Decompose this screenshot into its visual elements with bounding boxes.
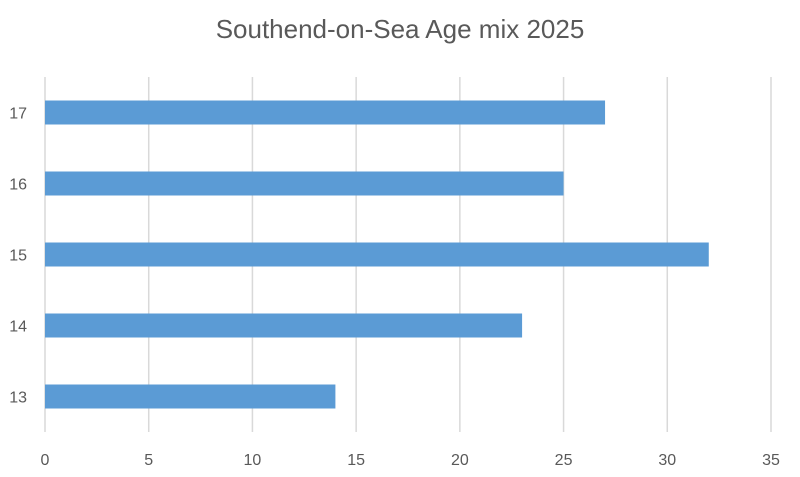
category-labels: 13 14 15 16 17: [9, 106, 27, 407]
x-tick-label: 15: [347, 452, 365, 469]
bar-17: [45, 100, 606, 125]
category-label: 16: [9, 177, 27, 194]
category-label: 14: [9, 319, 27, 336]
x-tick-label: 5: [144, 452, 153, 469]
bar-13: [45, 384, 336, 409]
bar-14: [45, 313, 523, 338]
bars: [45, 100, 709, 409]
category-label: 13: [9, 390, 27, 407]
chart-title: Southend-on-Sea Age mix 2025: [215, 14, 585, 44]
category-label: 17: [9, 106, 27, 123]
bar-16: [45, 171, 564, 196]
x-tick-label: 20: [451, 452, 469, 469]
category-label: 15: [9, 248, 27, 265]
x-tick-label: 30: [658, 452, 676, 469]
x-tick-label: 35: [762, 452, 780, 469]
x-tick-labels: 0 5 10 15 20 25 30 35: [41, 452, 780, 469]
x-tick-label: 25: [555, 452, 573, 469]
x-tick-label: 0: [41, 452, 50, 469]
bar-15: [45, 242, 709, 267]
x-tick-label: 10: [244, 452, 262, 469]
